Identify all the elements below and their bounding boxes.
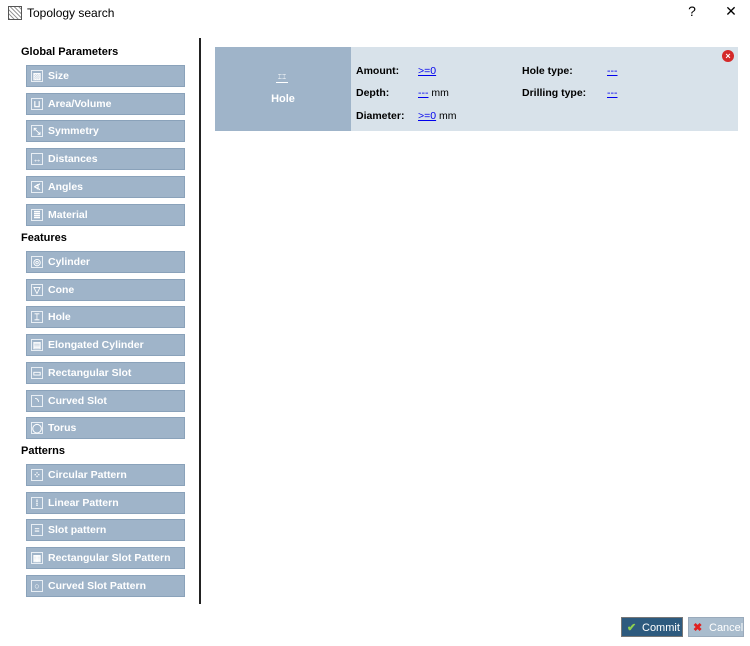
title-bar: Topology search ? ✕ — [0, 0, 750, 28]
sidebar-item-hole[interactable]: ⌶ Hole — [26, 306, 185, 329]
cone-icon: ▽ — [31, 283, 43, 296]
section-heading: Global Parameters — [21, 46, 119, 58]
sidebar-item-cone[interactable]: ▽ Cone — [26, 278, 185, 301]
sidebar-item-label: Rectangular Slot Pattern — [48, 552, 171, 565]
sidebar-item-curved-slot[interactable]: ◝ Curved Slot — [26, 389, 185, 412]
checkmark-icon: ✔ — [627, 622, 637, 634]
sidebar-item-label: Circular Pattern — [48, 469, 127, 481]
sidebar-item-label: Angles — [48, 180, 84, 193]
sidebar-item-torus[interactable]: ◯ Torus — [26, 417, 185, 440]
rectangular-slot-icon: ▭ — [31, 366, 43, 379]
sidebar-item-symmetry[interactable]: ⤡ Symmetry — [26, 120, 185, 143]
depth-link[interactable]: --- — [418, 87, 429, 99]
drilling-type-label: Drilling type: — [522, 87, 587, 99]
sidebar-item-label: Curved Slot — [48, 394, 107, 407]
hole-type-link[interactable]: --- — [607, 65, 618, 77]
sidebar-item-label: Distances — [48, 153, 98, 166]
sidebar-item-rectangular-slot-pattern[interactable]: ▦ Rectangular Slot Pattern — [26, 547, 185, 570]
sidebar-item-size[interactable]: ▨ Size — [26, 65, 185, 87]
window-title: Topology search — [27, 6, 115, 20]
circular-pattern-icon: ⁘ — [31, 469, 43, 481]
amount-label: Amount: — [356, 65, 400, 77]
area-volume-icon: ⊔ — [31, 97, 43, 110]
sidebar-item-label: Elongated Cylinder — [48, 339, 144, 352]
sidebar-item-label: Linear Pattern — [48, 496, 119, 509]
hole-icon: ⌶ — [31, 311, 43, 324]
close-button[interactable]: ✕ — [725, 3, 737, 19]
commit-button[interactable]: ✔ Commit — [621, 617, 683, 637]
sidebar-item-label: Rectangular Slot — [48, 366, 132, 379]
section-heading: Patterns — [21, 445, 66, 457]
hole-type-label: Hole type: — [522, 65, 573, 77]
linear-pattern-icon: ⁞ — [31, 496, 43, 509]
hole-icon: ⌶⌶ — [276, 74, 288, 83]
diameter-link[interactable]: >=0 — [418, 110, 437, 122]
sidebar-item-distances[interactable]: ↔ Distances — [26, 148, 185, 171]
hole-card-header: ⌶⌶ Hole — [215, 47, 351, 131]
sidebar-item-rectangular-slot[interactable]: ▭ Rectangular Slot — [26, 361, 185, 384]
divider — [199, 38, 201, 604]
sidebar-item-cylinder[interactable]: ◎ Cylinder — [26, 251, 185, 273]
sidebar-item-label: Cylinder — [48, 256, 91, 268]
cancel-label: Cancel — [709, 622, 744, 634]
amount-link[interactable]: >=0 — [418, 65, 437, 77]
sidebar-item-slot-pattern[interactable]: ≡ Slot pattern — [26, 519, 185, 542]
hole-criteria-card: ⌶⌶ Hole Amount: >=0 Depth: --- mm Diamet… — [215, 47, 738, 131]
elongated-cylinder-icon: ▤ — [31, 339, 43, 352]
sidebar-item-material[interactable]: ≣ Material — [26, 203, 185, 226]
cross-icon: ✖ — [693, 622, 703, 634]
curved-slot-pattern-icon: ○ — [31, 579, 43, 592]
diameter-unit: mm — [439, 110, 457, 122]
sidebar-item-label: Size — [48, 70, 70, 82]
torus-icon: ◯ — [31, 422, 43, 435]
sidebar-item-curved-slot-pattern[interactable]: ○ Curved Slot Pattern — [26, 574, 185, 597]
sidebar-item-circular-pattern[interactable]: ⁘ Circular Pattern — [26, 464, 185, 486]
distances-icon: ↔ — [31, 153, 43, 166]
sidebar-item-area-volume[interactable]: ⊔ Area/Volume — [26, 92, 185, 115]
slot-pattern-icon: ≡ — [31, 524, 43, 537]
section-heading: Features — [21, 232, 67, 244]
sidebar-item-linear-pattern[interactable]: ⁞ Linear Pattern — [26, 491, 185, 514]
remove-criteria-icon[interactable]: × — [722, 50, 734, 62]
drilling-type-link[interactable]: --- — [607, 87, 618, 99]
sidebar-item-label: Slot pattern — [48, 524, 107, 537]
symmetry-icon: ⤡ — [31, 125, 43, 138]
angles-icon: ∢ — [31, 180, 43, 193]
sidebar-item-angles[interactable]: ∢ Angles — [26, 175, 185, 198]
material-icon: ≣ — [31, 208, 43, 221]
sidebar-item-label: Cone — [48, 283, 75, 296]
cancel-button[interactable]: ✖ Cancel — [688, 617, 744, 637]
sidebar-item-elongated-cylinder[interactable]: ▤ Elongated Cylinder — [26, 334, 185, 357]
sidebar-item-label: Hole — [48, 311, 71, 324]
sidebar-item-label: Material — [48, 208, 88, 221]
depth-label: Depth: — [356, 87, 390, 99]
depth-unit: mm — [431, 87, 449, 99]
card-title: Hole — [271, 93, 295, 105]
sidebar-item-label: Curved Slot Pattern — [48, 579, 147, 592]
help-button[interactable]: ? — [688, 3, 696, 19]
sidebar-item-label: Symmetry — [48, 125, 99, 138]
cylinder-icon: ◎ — [31, 256, 43, 268]
size-icon: ▨ — [31, 70, 43, 82]
sidebar-item-label: Torus — [48, 422, 77, 435]
curved-slot-icon: ◝ — [31, 394, 43, 407]
commit-label: Commit — [642, 622, 680, 634]
rectangular-slot-pattern-icon: ▦ — [31, 552, 43, 565]
topology-app-icon — [8, 6, 22, 20]
diameter-label: Diameter: — [356, 110, 405, 122]
sidebar-item-label: Area/Volume — [48, 97, 112, 110]
